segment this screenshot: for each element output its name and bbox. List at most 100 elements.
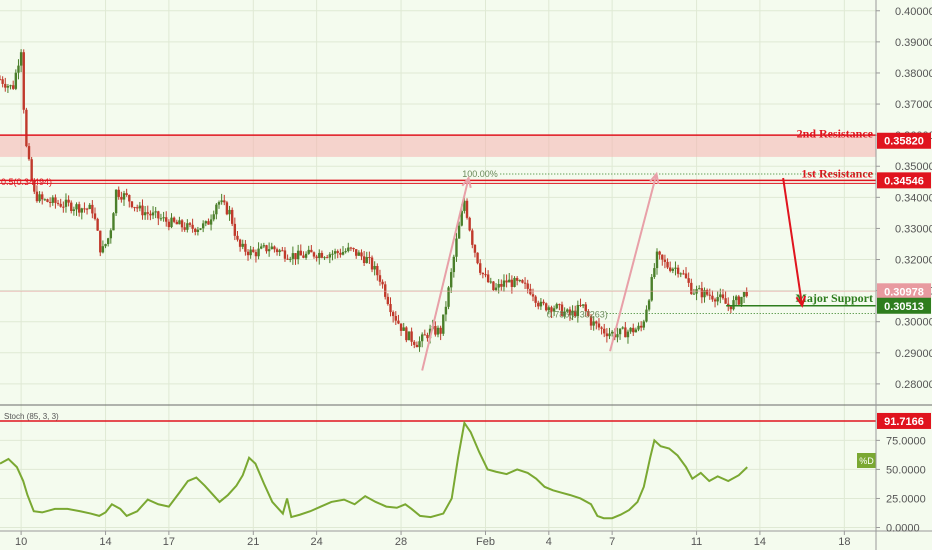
- candle-body: [352, 248, 355, 250]
- candle-body: [394, 316, 397, 321]
- candle-body: [244, 243, 247, 252]
- candle-body: [96, 218, 99, 231]
- candle-body: [25, 109, 28, 147]
- price-tick-label: 0.39000: [895, 37, 932, 49]
- candle-body: [215, 204, 218, 215]
- candle-body: [257, 248, 260, 257]
- candle-body: [618, 328, 622, 335]
- candle-body: [315, 256, 318, 259]
- candle-body: [325, 257, 329, 259]
- stoch-level-tag-value: 91.7166: [884, 416, 924, 428]
- candle-body: [497, 283, 500, 288]
- candle-body: [51, 197, 54, 203]
- first-resistance-label: 1st Resistance: [801, 166, 873, 180]
- candle-body: [510, 279, 514, 287]
- candle-body: [289, 258, 292, 260]
- candle-body: [600, 327, 603, 329]
- candle-body: [157, 211, 160, 219]
- time-tick-label: 14: [754, 536, 766, 548]
- candle-body: [43, 199, 47, 201]
- candle-body: [360, 252, 363, 257]
- candle-body: [407, 331, 411, 341]
- candle-body: [109, 230, 113, 239]
- candle-body: [310, 249, 313, 253]
- candle-body: [72, 209, 76, 211]
- candle-body: [579, 304, 582, 306]
- candle-body: [265, 245, 268, 252]
- candle-body: [732, 300, 735, 310]
- candle-body: [661, 254, 664, 260]
- candle-body: [146, 212, 149, 214]
- level-lines: 2nd Resistance 1st Resistance Major Suppor…: [0, 127, 876, 320]
- candle-body: [347, 247, 350, 252]
- candle-body: [642, 321, 646, 328]
- candle-body: [521, 280, 524, 283]
- time-tick-label: 11: [691, 536, 702, 548]
- candle-body: [639, 325, 643, 328]
- candle-body: [93, 213, 97, 219]
- candle-body: [249, 249, 252, 256]
- candle-body: [230, 209, 234, 224]
- candle-body: [637, 325, 640, 330]
- candle-body: [281, 250, 284, 252]
- candle-body: [38, 194, 41, 202]
- candle-body: [705, 290, 709, 295]
- candle-body: [349, 247, 353, 249]
- candle-body: [183, 227, 186, 230]
- candle-body: [426, 334, 429, 339]
- candle-body: [742, 291, 746, 297]
- candle-body: [201, 223, 205, 229]
- candle-body: [207, 221, 210, 225]
- candle-body: [449, 272, 453, 288]
- candle-body: [175, 221, 178, 225]
- candle-body: [587, 311, 590, 317]
- candle-body: [500, 283, 503, 287]
- candle-body: [85, 208, 89, 210]
- candle-body: [415, 344, 419, 348]
- candle-body: [170, 217, 173, 228]
- candle-body: [0, 79, 2, 81]
- candle-body: [35, 191, 39, 202]
- candle-body: [136, 207, 139, 209]
- candle-body: [99, 230, 102, 253]
- candle-body: [473, 244, 477, 253]
- candle-body: [690, 282, 693, 294]
- candle-body: [355, 249, 358, 256]
- price-tick-label: 0.38000: [895, 68, 932, 80]
- candle-body: [80, 208, 83, 213]
- candle-body: [698, 288, 701, 290]
- candle-body: [188, 223, 192, 225]
- candle-body: [178, 220, 181, 225]
- candle-body: [270, 246, 273, 250]
- candle-body: [9, 85, 12, 87]
- candle-body: [513, 277, 516, 287]
- price-tick-label: 0.29000: [895, 348, 932, 360]
- price-tick-label: 0.30000: [895, 317, 932, 329]
- candle-body: [684, 273, 688, 279]
- candle-body: [402, 327, 405, 331]
- candle-body: [632, 327, 635, 333]
- candle-body: [386, 296, 390, 305]
- candle-body: [542, 301, 545, 304]
- candle-body: [241, 243, 244, 247]
- candle-body: [48, 201, 52, 203]
- time-tick-label: 17: [163, 536, 175, 548]
- pink-arrow: [421, 177, 470, 371]
- candle-body: [544, 303, 548, 311]
- candle-body: [465, 200, 469, 218]
- candle-body: [486, 274, 490, 283]
- candle-body: [286, 258, 289, 260]
- candle-body: [122, 193, 126, 200]
- candle-body: [420, 334, 424, 342]
- price-tick-label: 0.34000: [895, 192, 932, 204]
- candle-body: [692, 293, 696, 295]
- first-resistance-tag-box: [877, 172, 931, 189]
- candle-body: [70, 202, 73, 211]
- candle-body: [149, 213, 152, 216]
- candle-body: [41, 194, 44, 200]
- candle-body: [531, 294, 535, 297]
- candle-body: [212, 214, 215, 220]
- candle-body: [291, 253, 295, 259]
- time-tick-label: 21: [247, 536, 259, 548]
